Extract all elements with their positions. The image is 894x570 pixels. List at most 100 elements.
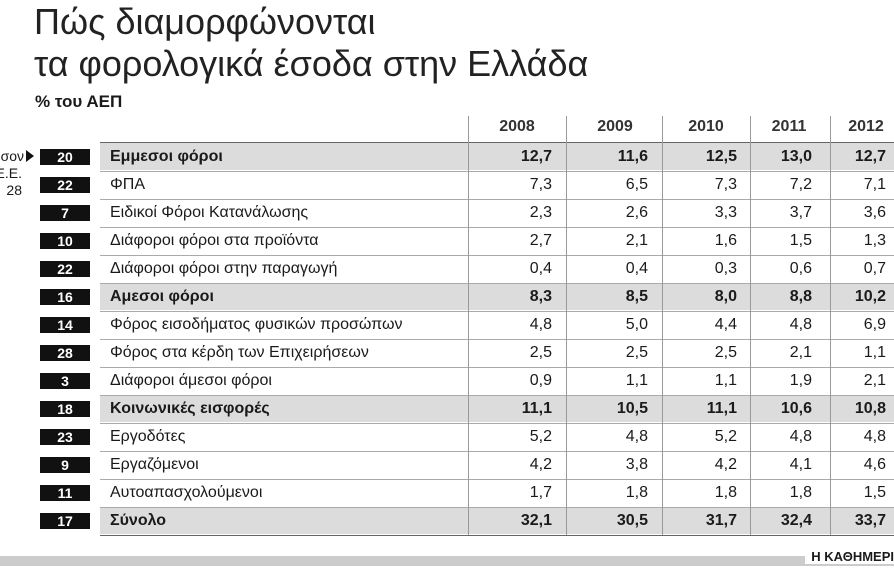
cell-value: 0,9 [529,372,552,389]
rank-badge: 17 [40,513,90,529]
cell-value: 1,1 [714,372,737,389]
row-line [100,199,894,200]
cell-value: 7,1 [863,176,886,193]
row-line [100,507,894,508]
cell-value: 6,9 [863,316,886,333]
rank-badge: 16 [40,289,90,305]
row-label: Φόρος στα κέρδη των Επιχειρήσεων [110,344,369,361]
row-label: Κοινωνικές εισφορές [110,400,270,417]
column-header: 2008 [499,118,535,135]
rank-badge: 22 [40,177,90,193]
column-divider [566,116,567,535]
cell-value: 3,7 [789,204,812,221]
row-line [100,311,894,312]
column-divider [830,116,831,535]
rank-badge: 3 [40,373,90,389]
cell-value: 0,4 [625,260,648,277]
column-divider [662,116,663,535]
cell-value: 3,6 [863,204,886,221]
cell-value: 2,1 [863,372,886,389]
cell-value: 11,6 [617,148,648,165]
cell-value: 7,3 [714,176,737,193]
cell-value: 12,7 [854,148,886,165]
cell-value: 1,1 [863,344,886,361]
cell-value: 10,6 [780,400,812,417]
cell-value: 4,6 [863,456,886,473]
cell-value: 1,7 [529,484,552,501]
row-label: Αμεσοι φόροι [110,288,214,305]
cell-value: 10,5 [616,400,648,417]
cell-value: 2,1 [789,344,812,361]
rank-badge: 20 [40,149,90,165]
row-label: Διάφοροι φόροι στα προϊόντα [110,232,319,249]
cell-value: 4,8 [789,428,812,445]
cell-value: 2,5 [714,344,737,361]
row-line [100,339,894,340]
cell-value: 0,4 [529,260,552,277]
cell-value: 4,1 [789,456,812,473]
cell-value: 12,7 [520,148,552,165]
cell-value: 3,3 [714,204,737,221]
row-shade [100,507,894,534]
title-line: τα φορολογικά έσοδα στην Ελλάδα [34,43,589,84]
rank-badge: 7 [40,205,90,221]
row-label: Αυτοαπασχολούμενοι [110,484,263,501]
row-label: Εμμεσοι φόροι [110,148,223,165]
cell-value: 32,1 [520,512,552,529]
row-line [100,255,894,256]
cell-value: 0,6 [789,260,812,277]
row-label: Εργαζόμενοι [110,456,199,473]
cell-value: 8,0 [714,288,737,305]
row-shade [100,395,894,422]
rank-badge: 18 [40,401,90,417]
column-header: 2009 [597,118,633,135]
cell-value: 2,1 [625,232,648,249]
cell-value: 2,5 [625,344,648,361]
cell-value: 12,5 [705,148,737,165]
cell-value: 10,8 [854,400,886,417]
cell-value: 0,7 [863,260,886,277]
cell-value: 4,8 [529,316,552,333]
column-header: 2012 [848,118,884,135]
cell-value: 8,8 [789,288,812,305]
row-line [100,451,894,452]
cell-value: 30,5 [616,512,648,529]
cell-value: 13,0 [780,148,812,165]
row-label: Διάφοροι άμεσοι φόροι [110,372,272,389]
cell-value: 3,8 [625,456,648,473]
cell-value: 4,8 [625,428,648,445]
row-line [100,171,894,172]
title-line: Πώς διαμορφώνονται [34,1,376,42]
cell-value: 6,5 [625,176,648,193]
side-note: Ε.Ε. [0,165,22,181]
cell-value: 4,2 [714,456,737,473]
cell-value: 1,9 [789,372,812,389]
cell-value: 0,3 [714,260,737,277]
column-header: 2010 [688,118,724,135]
side-note: 28 [6,182,22,198]
row-line [100,395,894,396]
row-line [100,423,894,424]
cell-value: 1,1 [625,372,648,389]
rank-badge: 9 [40,457,90,473]
row-line [100,367,894,368]
cell-value: 4,8 [789,316,812,333]
column-divider [750,116,751,535]
bottom-line [100,535,894,536]
row-label: Διάφοροι φόροι στην παραγωγή [110,260,338,277]
cell-value: 32,4 [780,512,812,529]
cell-value: 4,2 [529,456,552,473]
cell-value: 1,5 [863,484,886,501]
cell-value: 1,5 [789,232,812,249]
cell-value: 1,8 [625,484,648,501]
cell-value: 2,6 [625,204,648,221]
cell-value: 5,2 [714,428,737,445]
column-header: 2011 [771,118,807,135]
rank-badge: 14 [40,317,90,333]
cell-value: 2,7 [529,232,552,249]
subtitle: % του ΑΕΠ [35,92,123,111]
rank-badge: 23 [40,429,90,445]
row-label: Ειδικοί Φόροι Κατανάλωσης [110,204,309,221]
cell-value: 1,8 [714,484,737,501]
